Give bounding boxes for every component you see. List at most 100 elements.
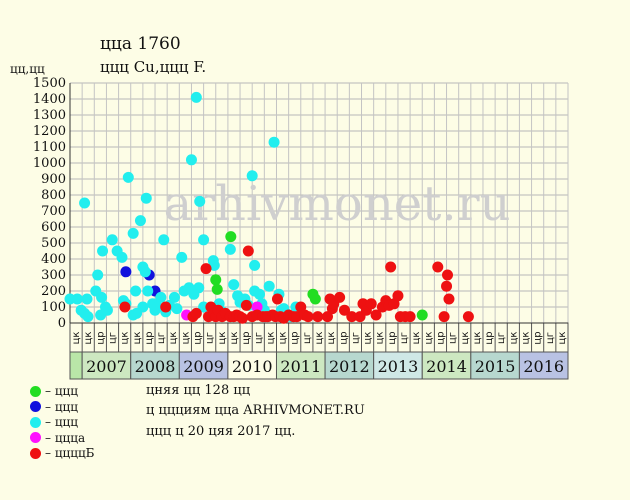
year-label: 2011 [280, 357, 321, 376]
data-point [130, 285, 142, 297]
watermark-text: arhivmonet.ru [163, 176, 510, 232]
data-point [92, 269, 104, 281]
year-cell [227, 351, 277, 380]
data-point [302, 311, 314, 323]
legend-label: – ццц [45, 415, 78, 429]
data-point [151, 301, 163, 313]
data-point [158, 234, 170, 246]
quarter-label: цг [205, 332, 216, 344]
quarter-label: цк [411, 332, 422, 345]
data-point [122, 171, 134, 183]
data-point [194, 195, 206, 207]
quarter-label: цр [387, 331, 398, 344]
quarter-label: цр [533, 331, 544, 344]
data-point [79, 197, 91, 209]
data-point [82, 311, 94, 323]
data-point [171, 303, 183, 315]
quarter-label: цр [338, 331, 349, 344]
data-point [443, 293, 455, 305]
footer-source-line: ц ццциям цца ARHIVMONET.RU [146, 403, 365, 418]
data-point [139, 266, 151, 278]
data-point [312, 311, 324, 323]
quarter-label: цр [144, 331, 155, 344]
data-point [190, 307, 202, 319]
quarter-label: цк [508, 332, 519, 345]
data-point [210, 274, 222, 286]
legend-label: – ццц [45, 384, 78, 398]
year-cell [518, 351, 569, 380]
data-point [251, 301, 263, 313]
y-tick-label: 900 [41, 172, 66, 187]
data-point [106, 234, 118, 246]
quarter-label: цк [557, 332, 568, 345]
quarter-label: цр [241, 331, 252, 344]
legend-item: – цццa [30, 430, 85, 446]
data-point [309, 293, 321, 305]
year-label: 2012 [329, 357, 370, 376]
quarter-label: цк [460, 332, 471, 345]
data-point [119, 301, 131, 313]
data-point [127, 227, 139, 239]
legend-label: – цццa [45, 430, 86, 445]
data-point [416, 309, 428, 321]
legend-item: – ццццБ [30, 445, 95, 461]
data-point [441, 280, 453, 292]
quarter-label: цк [375, 332, 386, 345]
chart-title: ццa 1760 [100, 34, 181, 54]
data-point [370, 309, 382, 321]
year-label: 2013 [378, 357, 419, 376]
quarter-label: цг [496, 332, 507, 344]
footer-date-line: ццц ц 20 цяя 2017 цц. [146, 424, 296, 439]
data-point [188, 288, 200, 300]
quarter-label: цг [302, 332, 313, 344]
quarter-label: цк [265, 332, 276, 345]
plot-area [70, 83, 568, 323]
year-label: 2007 [86, 357, 127, 376]
y-tick-label: 1400 [33, 92, 66, 107]
quarter-label: цк [423, 332, 434, 345]
quarter-label: цк [180, 332, 191, 345]
quarter-label: цк [132, 332, 143, 345]
quarter-label: цк [314, 332, 325, 345]
data-point [236, 312, 248, 324]
quarter-label: цк [83, 332, 94, 345]
quarter-label: цг [448, 332, 459, 344]
quarter-label: цк [278, 332, 289, 345]
data-point [140, 192, 152, 204]
y-tick-label: 1100 [33, 140, 66, 155]
data-point [334, 291, 346, 303]
data-point [198, 234, 210, 246]
data-point [97, 245, 109, 257]
legend-marker [30, 401, 41, 412]
data-point [96, 291, 108, 303]
data-point [120, 266, 132, 278]
quarter-label: цг [108, 332, 119, 344]
quarter-label: цг [253, 332, 264, 344]
y-tick-label: 200 [41, 284, 66, 299]
quarter-label: цк [217, 332, 228, 345]
y-tick-label: 1200 [33, 124, 66, 139]
quarter-label: цк [472, 332, 483, 345]
data-point [101, 304, 113, 316]
data-point [253, 288, 265, 300]
data-point [155, 291, 167, 303]
data-point [271, 293, 283, 305]
data-point [71, 293, 83, 305]
footer-count-line: цняя цц 128 цц [146, 383, 251, 398]
quarter-label: цр [193, 331, 204, 344]
year-cell [421, 351, 472, 380]
quarter-label: цг [545, 332, 556, 344]
y-tick-label: 500 [41, 236, 66, 251]
data-point [137, 301, 149, 313]
data-point [228, 279, 240, 291]
data-point [263, 280, 275, 292]
data-point [346, 311, 358, 323]
y-tick-label: 1300 [33, 108, 66, 123]
legend-marker [30, 416, 41, 428]
y-tick-label: 700 [41, 204, 66, 219]
quarter-label: цк [326, 332, 337, 345]
data-point [134, 215, 146, 227]
chart-subtitle: ццц Cu,ццц F. [100, 58, 207, 76]
data-point [185, 154, 197, 166]
year-label: 2010 [232, 357, 273, 376]
